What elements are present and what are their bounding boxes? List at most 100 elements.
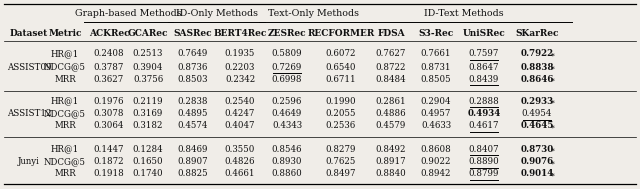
Text: 0.3787: 0.3787 bbox=[94, 63, 124, 71]
Text: 0.2540: 0.2540 bbox=[225, 97, 255, 105]
Text: 0.1918: 0.1918 bbox=[93, 170, 124, 178]
Text: 0.4826: 0.4826 bbox=[225, 157, 255, 167]
Text: 0.4617: 0.4617 bbox=[468, 122, 499, 130]
Text: 0.8799: 0.8799 bbox=[468, 170, 499, 178]
Text: 0.8546: 0.8546 bbox=[272, 145, 302, 153]
Text: 0.8469: 0.8469 bbox=[178, 145, 208, 153]
Text: 0.6711: 0.6711 bbox=[326, 74, 356, 84]
Text: 0.8505: 0.8505 bbox=[420, 74, 451, 84]
Text: 0.2904: 0.2904 bbox=[420, 97, 451, 105]
Text: 0.9022: 0.9022 bbox=[420, 157, 451, 167]
Text: FDSA: FDSA bbox=[377, 29, 405, 37]
Text: 0.2203: 0.2203 bbox=[225, 63, 255, 71]
Text: Text-Only Methods: Text-Only Methods bbox=[269, 9, 360, 19]
Text: 0.1447: 0.1447 bbox=[93, 145, 124, 153]
Text: 0.4886: 0.4886 bbox=[376, 109, 406, 119]
Text: 0.8731: 0.8731 bbox=[420, 63, 451, 71]
Text: NDCG@5: NDCG@5 bbox=[44, 157, 86, 167]
Text: 0.3756: 0.3756 bbox=[133, 74, 163, 84]
Text: 0.8942: 0.8942 bbox=[420, 170, 451, 178]
Text: ASSIST09: ASSIST09 bbox=[7, 63, 51, 71]
Text: 0.4579: 0.4579 bbox=[376, 122, 406, 130]
Text: 0.8497: 0.8497 bbox=[326, 170, 356, 178]
Text: *: * bbox=[551, 99, 555, 107]
Text: BERT4Rec: BERT4Rec bbox=[213, 29, 267, 37]
Text: 0.1872: 0.1872 bbox=[93, 157, 124, 167]
Text: 0.1650: 0.1650 bbox=[132, 157, 163, 167]
Text: 0.8722: 0.8722 bbox=[376, 63, 406, 71]
Text: ID-Text Methods: ID-Text Methods bbox=[424, 9, 504, 19]
Text: *: * bbox=[551, 77, 555, 85]
Text: 0.2513: 0.2513 bbox=[133, 50, 163, 59]
Text: 0.7625: 0.7625 bbox=[326, 157, 356, 167]
Text: HR@1: HR@1 bbox=[51, 50, 79, 59]
Text: NDCG@5: NDCG@5 bbox=[44, 109, 86, 119]
Text: 0.8484: 0.8484 bbox=[376, 74, 406, 84]
Text: 0.3169: 0.3169 bbox=[133, 109, 163, 119]
Text: 0.3627: 0.3627 bbox=[94, 74, 124, 84]
Text: 0.4934: 0.4934 bbox=[467, 109, 500, 119]
Text: Graph-based Methods: Graph-based Methods bbox=[75, 9, 182, 19]
Text: 0.8608: 0.8608 bbox=[420, 145, 451, 153]
Text: S3-Rec: S3-Rec bbox=[419, 29, 454, 37]
Text: Dataset: Dataset bbox=[10, 29, 48, 37]
Text: 0.2888: 0.2888 bbox=[468, 97, 499, 105]
Text: HR@1: HR@1 bbox=[51, 97, 79, 105]
Text: 0.9014: 0.9014 bbox=[520, 170, 554, 178]
Text: Junyi: Junyi bbox=[18, 157, 40, 167]
Text: 0.8736: 0.8736 bbox=[178, 63, 208, 71]
Text: 0.3078: 0.3078 bbox=[93, 109, 124, 119]
Text: *: * bbox=[551, 65, 555, 73]
Text: 0.1990: 0.1990 bbox=[326, 97, 356, 105]
Text: 0.8860: 0.8860 bbox=[271, 170, 302, 178]
Text: ID-Only Methods: ID-Only Methods bbox=[175, 9, 257, 19]
Text: 0.8439: 0.8439 bbox=[469, 74, 499, 84]
Text: 0.7627: 0.7627 bbox=[376, 50, 406, 59]
Text: 0.2408: 0.2408 bbox=[93, 50, 124, 59]
Text: MRR: MRR bbox=[54, 170, 76, 178]
Text: ASSIST12: ASSIST12 bbox=[7, 109, 51, 119]
Text: NDCG@5: NDCG@5 bbox=[44, 63, 86, 71]
Text: 0.3182: 0.3182 bbox=[132, 122, 163, 130]
Text: 0.8730: 0.8730 bbox=[520, 145, 554, 153]
Text: SKarRec: SKarRec bbox=[515, 29, 559, 37]
Text: 0.8890: 0.8890 bbox=[468, 157, 499, 167]
Text: 0.8646: 0.8646 bbox=[520, 74, 554, 84]
Text: 0.2596: 0.2596 bbox=[272, 97, 302, 105]
Text: ACKRec: ACKRec bbox=[89, 29, 129, 37]
Text: HR@1: HR@1 bbox=[51, 145, 79, 153]
Text: MRR: MRR bbox=[54, 122, 76, 130]
Text: 0.1935: 0.1935 bbox=[225, 50, 255, 59]
Text: 0.2838: 0.2838 bbox=[178, 97, 208, 105]
Text: 0.3550: 0.3550 bbox=[225, 145, 255, 153]
Text: 0.7269: 0.7269 bbox=[272, 63, 302, 71]
Text: 0.8840: 0.8840 bbox=[376, 170, 406, 178]
Text: Metric: Metric bbox=[48, 29, 82, 37]
Text: 0.4954: 0.4954 bbox=[522, 109, 552, 119]
Text: 0.7597: 0.7597 bbox=[469, 50, 499, 59]
Text: 0.8930: 0.8930 bbox=[272, 157, 302, 167]
Text: 0.9076: 0.9076 bbox=[520, 157, 554, 167]
Text: 0.8825: 0.8825 bbox=[178, 170, 208, 178]
Text: *: * bbox=[551, 172, 555, 180]
Text: *: * bbox=[551, 124, 555, 132]
Text: 0.4661: 0.4661 bbox=[225, 170, 255, 178]
Text: 0.8492: 0.8492 bbox=[376, 145, 406, 153]
Text: 0.4574: 0.4574 bbox=[178, 122, 208, 130]
Text: *: * bbox=[551, 147, 555, 155]
Text: 0.8503: 0.8503 bbox=[178, 74, 208, 84]
Text: 0.8279: 0.8279 bbox=[326, 145, 356, 153]
Text: 0.7649: 0.7649 bbox=[178, 50, 208, 59]
Text: 0.4895: 0.4895 bbox=[178, 109, 208, 119]
Text: 0.3904: 0.3904 bbox=[133, 63, 163, 71]
Text: 0.2342: 0.2342 bbox=[225, 74, 255, 84]
Text: 0.5809: 0.5809 bbox=[272, 50, 302, 59]
Text: 0.4343: 0.4343 bbox=[272, 122, 302, 130]
Text: SASRec: SASRec bbox=[173, 29, 212, 37]
Text: 0.6998: 0.6998 bbox=[272, 74, 302, 84]
Text: 0.4649: 0.4649 bbox=[272, 109, 302, 119]
Text: 0.8907: 0.8907 bbox=[178, 157, 208, 167]
Text: ZESRec: ZESRec bbox=[268, 29, 307, 37]
Text: 0.2933: 0.2933 bbox=[520, 97, 554, 105]
Text: 0.8838: 0.8838 bbox=[520, 63, 554, 71]
